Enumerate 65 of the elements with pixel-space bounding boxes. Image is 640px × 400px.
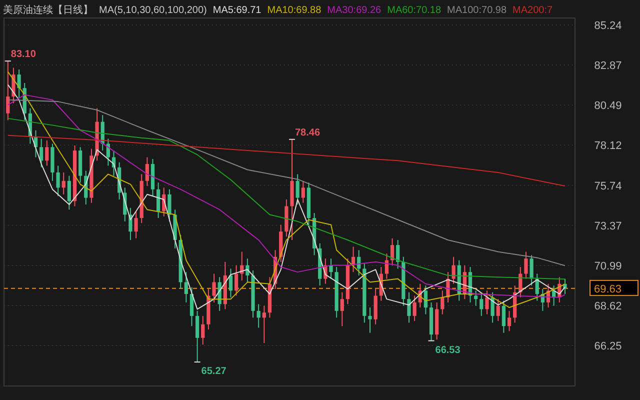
candlestick [56, 165, 60, 197]
text: MA30:69.26 [327, 5, 382, 16]
candlestick [6, 60, 10, 121]
candlestick [256, 304, 260, 328]
candlestick [212, 273, 216, 303]
candlestick [480, 294, 484, 316]
y-tick-label: 66.25 [594, 340, 622, 352]
candlestick [524, 251, 528, 280]
candlestick [228, 268, 233, 298]
text: MA100:70.98 [447, 5, 507, 16]
candlestick [340, 292, 344, 327]
candlestick [507, 310, 512, 332]
text: MA10:69.88 [267, 5, 322, 16]
candlestick [234, 264, 238, 296]
candlestick [490, 292, 494, 324]
candlestick [62, 172, 66, 195]
candlestick [17, 68, 21, 99]
candlestick [329, 258, 333, 280]
candlestick [168, 188, 172, 222]
annotation: 83.10 [10, 49, 36, 60]
candlestick [368, 307, 372, 334]
y-tick-label: 82.87 [594, 60, 622, 72]
candlestick [502, 300, 506, 334]
candlestick [374, 288, 378, 325]
candlestick [530, 254, 534, 286]
candlestick [424, 285, 428, 315]
candlestick [262, 305, 266, 344]
candlestick [407, 292, 411, 324]
text: MA60:70.18 [387, 5, 442, 16]
y-tick-label: 85.24 [594, 20, 622, 32]
candlestick [396, 239, 400, 270]
ref-line-label: 69.63 [594, 283, 622, 296]
candlestick [440, 290, 444, 315]
candlestick [145, 156, 149, 186]
candlestick [452, 256, 456, 284]
candlestick [195, 310, 200, 363]
candlestick [190, 286, 194, 327]
text: MA5:69.71 [212, 5, 262, 16]
candlestick [474, 290, 478, 306]
candlestick [134, 210, 138, 239]
candlestick [485, 290, 489, 315]
text: MA200:7 [512, 5, 554, 16]
chart-subtitle: MA(5,10,30,60,100,200) [99, 5, 207, 16]
y-tick-label: 75.74 [594, 180, 622, 192]
y-tick-label: 80.49 [594, 100, 622, 112]
candlestick [496, 298, 500, 322]
y-tick-label: 73.37 [594, 220, 622, 232]
candlestick [246, 258, 250, 283]
candlestick [201, 315, 205, 346]
annotation: 78.46 [295, 127, 320, 138]
candlestick [184, 272, 188, 303]
y-tick-label: 78.12 [594, 140, 622, 152]
chart-title: 美原油连续【日线】 [3, 4, 93, 16]
candlestick [301, 180, 305, 204]
candlestick [45, 140, 49, 166]
y-tick-label: 68.62 [594, 300, 622, 312]
candlestick [412, 295, 416, 322]
annotation: 65.27 [201, 366, 227, 378]
annotation: 66.53 [435, 344, 461, 356]
candlestick [128, 207, 132, 240]
candlestick [156, 182, 160, 219]
y-tick-label: 70.99 [594, 260, 622, 272]
candlestick [296, 174, 300, 206]
candlestick [67, 175, 71, 210]
candlestick [40, 138, 44, 168]
